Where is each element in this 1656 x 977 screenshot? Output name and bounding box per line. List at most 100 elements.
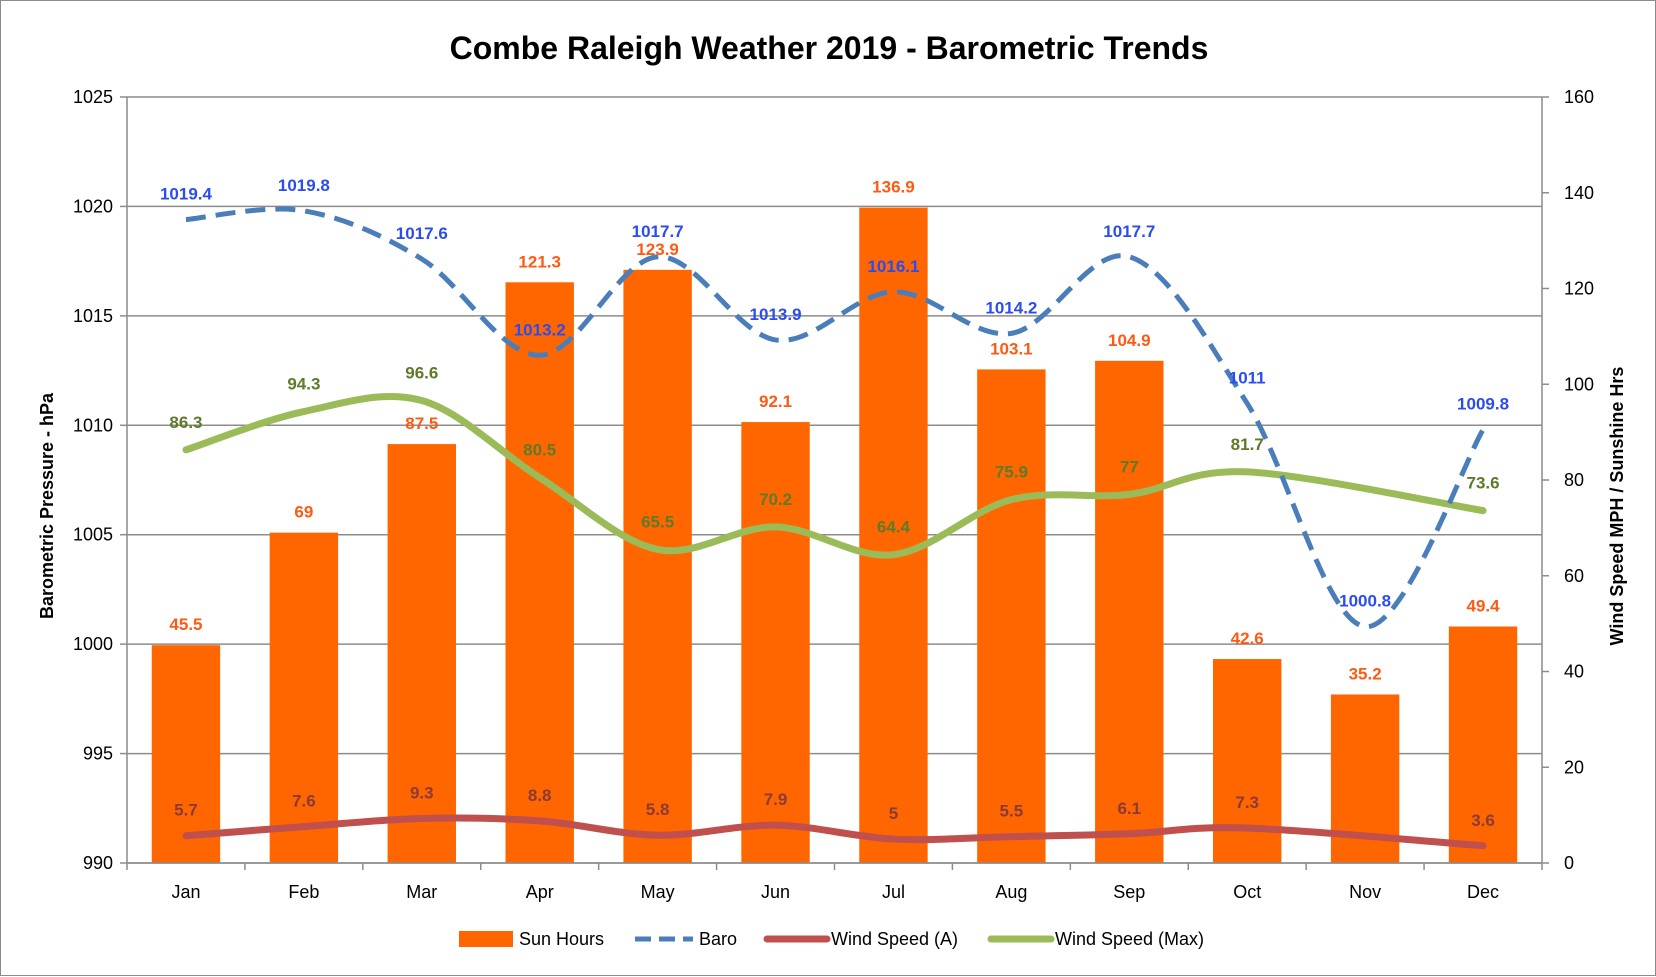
data-label-wind-max: 65.5 [641,512,674,531]
series-lines [182,206,1487,850]
line-wind-speed-max [182,392,1487,559]
legend-item: Wind Speed (A) [763,929,958,949]
y-tick-label-left: 1020 [73,196,113,216]
data-label-sun-hours: 45.5 [169,615,202,634]
data-label-sun-hours: 87.5 [405,414,438,433]
data-label-wind-a: 7.6 [292,792,316,811]
data-label-baro: 1013.2 [514,320,566,339]
data-label-sun-hours: 104.9 [1108,331,1151,350]
data-label-baro: 1017.6 [396,224,448,243]
data-label-sun-hours: 42.6 [1231,629,1264,648]
data-label-baro: 1017.7 [632,222,684,241]
legend: Sun Hours Baro Wind Speed (A) Wind Speed (M… [459,929,1204,949]
y-axis-title-right: Wind Speed MPH / Sunshine Hrs [1607,367,1627,646]
data-label-wind-max: 80.5 [523,441,556,460]
data-label-sun-hours: 69 [294,503,313,522]
legend-item: Sun Hours [459,929,604,949]
x-tick-label: Jul [882,882,905,902]
y-tick-label-right: 120 [1564,279,1594,299]
legend-item: Baro [635,929,737,949]
grid [127,96,1542,864]
y-tick-label-left: 1025 [73,87,113,107]
data-label-wind-a: 3.6 [1471,811,1495,830]
bar-sun-hours [387,444,456,863]
bar-sun-hours [505,282,574,863]
chart-title: Combe Raleigh Weather 2019 - Barometric … [450,30,1209,66]
legend-label: Sun Hours [519,929,604,949]
legend-item: Wind Speed (Max) [987,929,1204,949]
x-tick-label: Feb [288,882,319,902]
data-label-wind-a: 5.8 [646,800,670,819]
legend-label: Wind Speed (A) [831,929,958,949]
legend-swatch-bar [459,931,513,947]
y-tick-label-right: 0 [1564,853,1574,873]
bar-sun-hours [859,207,928,863]
x-tick-label: Aug [995,882,1027,902]
legend-label: Baro [699,929,737,949]
y-tick-label-right: 160 [1564,87,1594,107]
data-label-wind-a: 9.3 [410,783,434,802]
bar-sun-hours [741,422,810,863]
line-baro [185,206,1486,630]
data-label-baro: 1014.2 [985,298,1037,317]
data-label-wind-a: 5.7 [174,801,198,820]
x-tick-label: Apr [526,882,554,902]
y-tick-label-left: 1015 [73,306,113,326]
data-label-wind-a: 7.3 [1235,793,1259,812]
data-label-baro: 1000.8 [1339,592,1391,611]
bar-sun-hours [1448,626,1518,863]
y-tick-label-right: 140 [1564,183,1594,203]
data-label-wind-max: 73.6 [1466,474,1499,493]
data-label-baro: 1017.7 [1103,222,1155,241]
x-tick-label: Nov [1349,882,1381,902]
data-label-wind-a: 5.5 [1000,802,1024,821]
y-tick-label-left: 1000 [73,634,113,654]
bar-sun-hours [151,645,221,863]
bar-sun-hours [977,369,1046,863]
bar-sun-hours [269,532,339,863]
data-label-sun-hours: 121.3 [518,252,561,271]
data-label-wind-max: 64.4 [877,518,911,537]
y-tick-label-left: 1010 [73,415,113,435]
y-tick-label-left: 1005 [73,525,113,545]
data-labels: 45.5 69 87.5 121.3 123.9 92.1 136.9 103.1 104.9 4… [160,176,1509,830]
data-label-wind-max: 96.6 [405,364,438,383]
data-label-wind-max: 77 [1120,457,1139,476]
y-tick-label-right: 80 [1564,470,1584,490]
y-tick-label-left: 995 [83,744,113,764]
legend-label: Wind Speed (Max) [1055,929,1204,949]
y-tick-label-right: 100 [1564,374,1594,394]
y-tick-label-right: 60 [1564,566,1584,586]
data-label-sun-hours: 123.9 [636,240,679,259]
line-wind-speed-a [182,814,1487,850]
data-label-baro: 1019.4 [160,185,213,204]
y-axis-title-left: Barometric Pressure - hPa [37,392,57,619]
x-tick-label: Oct [1233,882,1261,902]
x-tick-label: Jun [761,882,790,902]
bar-sun-hours [1095,360,1164,863]
data-label-wind-a: 5 [889,804,898,823]
data-label-baro: 1019.8 [278,176,330,195]
x-tick-label: Dec [1467,882,1499,902]
x-tick-label: Sep [1113,882,1145,902]
data-label-sun-hours: 49.4 [1466,596,1500,615]
y-tick-label-right: 20 [1564,757,1584,777]
data-label-wind-a: 6.1 [1117,799,1141,818]
data-label-wind-max: 70.2 [759,490,792,509]
data-label-sun-hours: 92.1 [759,392,792,411]
data-label-baro: 1009.8 [1457,395,1509,414]
data-label-wind-a: 7.9 [764,790,788,809]
x-tick-label: Mar [406,882,437,902]
x-tick-label: Jan [171,882,200,902]
data-label-baro: 1013.9 [750,305,802,324]
data-label-wind-max: 75.9 [995,463,1028,482]
y-tick-label-left: 990 [83,853,113,873]
data-label-sun-hours: 35.2 [1349,664,1382,683]
data-label-baro: 1011 [1229,368,1266,387]
data-label-sun-hours: 103.1 [990,339,1033,358]
data-label-baro: 1016.1 [867,257,919,276]
axes: 9909951000100510101015102010250204060801… [73,87,1594,902]
x-tick-label: May [641,882,675,902]
